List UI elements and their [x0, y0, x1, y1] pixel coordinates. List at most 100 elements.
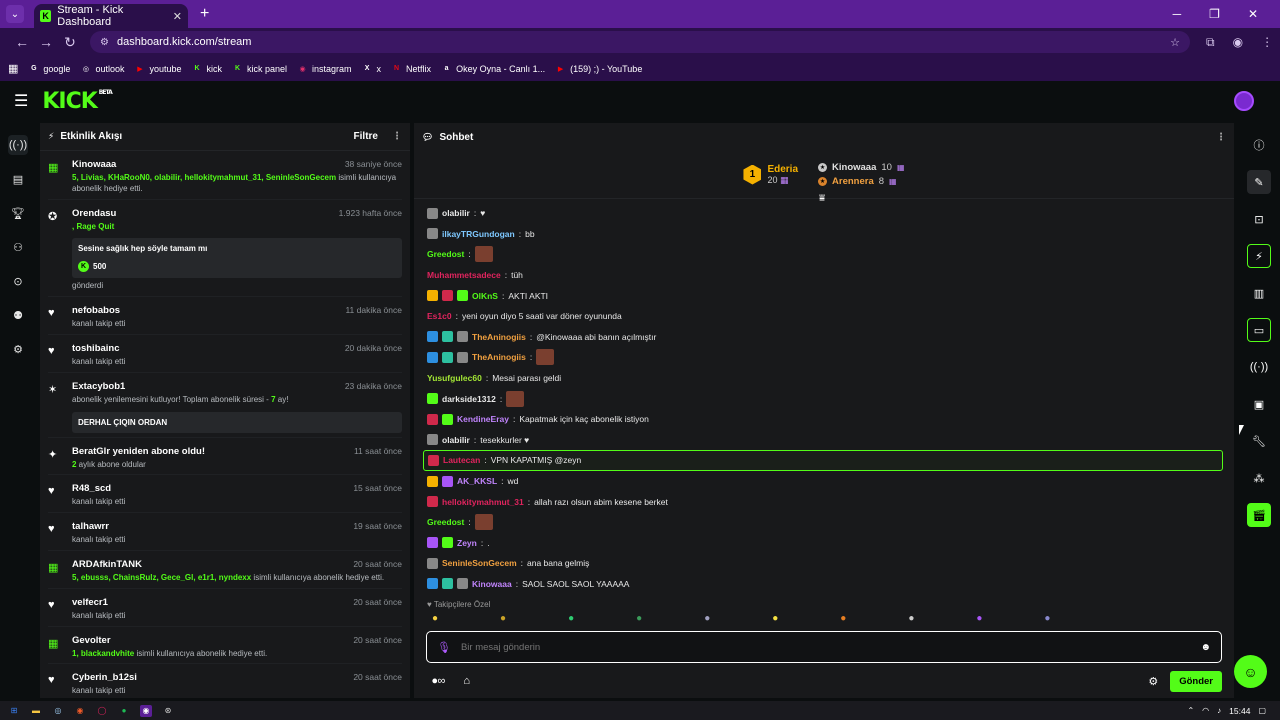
chat-message[interactable]: olabilir: tesekkurler ♥: [427, 430, 1234, 451]
activity-user[interactable]: toshibainc: [72, 342, 120, 354]
activity-user[interactable]: talhawrr: [72, 521, 109, 533]
apps-grid-icon[interactable]: ▦: [8, 63, 19, 75]
emote-option-icon[interactable]: ●: [568, 613, 575, 625]
emoji-icon[interactable]: ☻: [1200, 641, 1211, 653]
stream-broadcast-icon[interactable]: ((·)): [8, 135, 28, 155]
chat-message[interactable]: SeninleSonGecem: ana bana gelmiş: [427, 553, 1234, 574]
layout-icon[interactable]: ▣: [1253, 398, 1265, 411]
activity-user[interactable]: Orendasu: [72, 207, 117, 219]
file-explorer-icon[interactable]: ▬: [32, 706, 40, 715]
tab-close-icon[interactable]: ✕: [172, 10, 182, 23]
chat-message[interactable]: darkside1312:: [427, 388, 1234, 409]
activity-item[interactable]: ✶ Extacybob1 23 dakika önce abonelik yenile…: [48, 373, 402, 438]
user-avatar[interactable]: [1234, 91, 1254, 111]
tray-chevron-icon[interactable]: ⌃: [1187, 706, 1195, 715]
chat-message-input[interactable]: [460, 641, 1201, 653]
chat-username[interactable]: Lautecan: [443, 455, 481, 466]
chat-username[interactable]: OlKnS: [472, 290, 498, 301]
emote-option-icon[interactable]: ●: [432, 613, 439, 625]
activity-user[interactable]: BeratGlr yeniden abone oldu!: [72, 445, 206, 457]
chat-username[interactable]: ilkayTRGundogan: [442, 228, 515, 239]
notifications-icon[interactable]: ▢: [1258, 706, 1266, 715]
address-input[interactable]: ⚙ dashboard.kick.com/stream ☆: [90, 31, 1190, 53]
bookmark-item[interactable]: a Okey Oyna - Canlı 1...: [441, 63, 546, 74]
activity-user[interactable]: Cyberin_b12si: [72, 672, 137, 684]
activity-user[interactable]: Kinowaaa: [72, 159, 117, 170]
leaderboard-row[interactable]: ★ Kinowaaa 10 ▦: [818, 162, 905, 173]
chat-message[interactable]: ilkayTRGundogan: bb: [427, 224, 1234, 245]
bookmark-item[interactable]: ◉ instagram: [297, 63, 351, 74]
back-button[interactable]: ←: [15, 34, 29, 50]
chat-username[interactable]: TheAninogiis: [472, 352, 526, 363]
bookmark-item[interactable]: ▶ youtube: [134, 63, 181, 74]
dashboard-icon[interactable]: ▤: [12, 173, 24, 186]
settings-icon[interactable]: ⚙: [13, 343, 23, 356]
activity-user[interactable]: ARDAfkinTANK: [72, 558, 143, 570]
chat-username[interactable]: Es1c0: [427, 311, 452, 322]
chrome-active-icon[interactable]: ◉: [140, 704, 152, 717]
activity-item[interactable]: ✦ BeratGlr yeniden abone oldu! 11 saat önc…: [48, 438, 402, 476]
chat-username[interactable]: SeninleSonGecem: [442, 558, 517, 569]
activity-toggle-icon[interactable]: ⚡: [1247, 244, 1271, 268]
chat-username[interactable]: hellokitymahmut_31: [442, 496, 524, 507]
chat-username[interactable]: Yusufgulec60: [427, 373, 482, 384]
chat-username[interactable]: Muhammetsadece: [427, 270, 501, 281]
trophy-icon[interactable]: 🏆︎: [11, 207, 25, 220]
clip-icon[interactable]: 🎬︎: [1247, 503, 1271, 527]
chat-message[interactable]: OlKnS: AKTI AKTI: [427, 285, 1234, 306]
collapse-pinned-icon[interactable]: ⩸: [819, 193, 826, 204]
chat-username[interactable]: Kinowaaa: [472, 578, 512, 589]
chat-message[interactable]: Greedost:: [427, 512, 1234, 533]
chat-message[interactable]: Muhammetsadece: tüh: [427, 265, 1234, 286]
bookmark-item[interactable]: N Netflix: [391, 63, 431, 74]
volume-icon[interactable]: ♪: [1217, 706, 1222, 715]
activity-item[interactable]: ♥ Cyberin_b12si 20 saat önce kanalı takip e…: [48, 664, 402, 698]
windows-start-icon[interactable]: ⊞: [10, 706, 18, 715]
users-icon[interactable]: ⚉: [13, 309, 23, 322]
info-icon[interactable]: ⓘ: [1253, 140, 1265, 152]
chat-username[interactable]: Greedost: [427, 517, 465, 528]
leaderboard-first[interactable]: 1 Ederia 20 ▦: [743, 164, 798, 186]
clock[interactable]: 15:44: [1229, 705, 1251, 716]
chat-message[interactable]: Lautecan: VPN KAPATMIŞ @zeyn: [423, 450, 1223, 471]
chat-message[interactable]: olabilir: ♥: [427, 203, 1234, 224]
activity-item[interactable]: ♥ nefobabos 11 dakika önce kanalı takip ett…: [48, 297, 402, 335]
forward-button[interactable]: →: [39, 34, 53, 50]
chat-settings-icon[interactable]: ⚙: [1148, 675, 1159, 688]
chat-message[interactable]: Es1c0: yeni oyun diyo 5 saati var döner o…: [427, 306, 1234, 327]
menu-icon[interactable]: ☰: [14, 93, 29, 110]
chat-username[interactable]: KendineEray: [457, 414, 509, 425]
activity-item[interactable]: ▦ ARDAfkinTANK 20 saat önce 5, ebusss, Chai…: [48, 551, 402, 589]
bookmark-item[interactable]: ◎ outlook: [80, 63, 125, 74]
more-options-icon[interactable]: ⋮: [392, 131, 402, 142]
chat-username[interactable]: AK_KKSL: [457, 476, 498, 487]
chat-message[interactable]: AK_KKSL: wd: [427, 471, 1234, 492]
capture-icon[interactable]: ⊡: [1254, 213, 1264, 226]
chat-message[interactable]: hellokitymahmut_31: allah razı olsun abim…: [427, 491, 1234, 512]
opera-icon[interactable]: ◯: [97, 706, 107, 715]
minimize-button[interactable]: ─: [1172, 7, 1182, 21]
bookmark-star-icon[interactable]: ☆: [1170, 36, 1180, 49]
emote-option-icon[interactable]: ●: [976, 613, 983, 625]
profile-icon[interactable]: ◉: [1232, 34, 1244, 49]
tab-search-button[interactable]: ⌄: [6, 5, 24, 23]
activity-user[interactable]: Extacybob1: [72, 380, 126, 392]
activity-item[interactable]: ♥ velfecr1 20 saat önce kanalı takip etti: [48, 589, 402, 627]
chat-username[interactable]: olabilir: [442, 434, 470, 445]
activity-item[interactable]: ▦ Gevolter 20 saat önce 1, blackandvhite is…: [48, 627, 402, 665]
activity-user[interactable]: velfecr1: [72, 596, 108, 608]
broadcast-icon[interactable]: ((·)): [1249, 361, 1269, 373]
activity-item[interactable]: ✪ Orendasu 1.923 hafta önce, Rage Quit Sesi…: [48, 200, 402, 298]
activity-item[interactable]: ♥ talhawrr 19 saat önce kanalı takip etti: [48, 513, 402, 551]
obs-icon[interactable]: ⊛: [164, 706, 172, 715]
activity-item[interactable]: ▦ Kinowaaa 38 saniye önce 5, Livias, KHaRoo…: [48, 151, 402, 200]
notes-icon[interactable]: ▥: [1253, 287, 1265, 300]
chat-message[interactable]: Kinowaaa: SAOL SAOL SAOL YAAAAA: [427, 574, 1234, 595]
chat-message[interactable]: TheAninogiis: @Kinowaaa abi banın açılmış…: [427, 327, 1234, 348]
chrome-icon[interactable]: ◉: [76, 706, 84, 715]
send-button[interactable]: Gönder: [1170, 670, 1222, 692]
chat-username[interactable]: TheAninogiis: [472, 331, 526, 342]
emote-option-icon[interactable]: ●: [704, 613, 711, 625]
